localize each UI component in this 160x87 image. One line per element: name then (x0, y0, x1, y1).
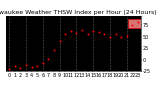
Point (42, 63, 44, 64)
Point (92, 30, 94, 32)
Point (30, 66, 33, 68)
Point (137, 21, 139, 22)
Point (114, 33, 117, 35)
Point (69, 30, 72, 32)
Point (64, 33, 67, 35)
Point (75, 32, 78, 33)
Point (98, 31, 100, 33)
Point (58, 40, 61, 42)
Point (19, 67, 22, 69)
Point (53, 50, 55, 51)
Point (8, 68, 11, 70)
Point (81, 29, 83, 30)
Point (131, 24, 134, 26)
Point (13, 66, 16, 67)
Point (47, 58, 50, 60)
Title: Milwaukee Weather THSW Index per Hour (24 Hours): Milwaukee Weather THSW Index per Hour (2… (0, 10, 157, 15)
Point (125, 35, 128, 36)
Point (103, 33, 106, 35)
Point (25, 65, 27, 66)
Point (120, 37, 123, 38)
Point (86, 33, 89, 35)
Point (36, 66, 39, 67)
Point (109, 36, 111, 37)
Bar (128, 19, 141, 28)
